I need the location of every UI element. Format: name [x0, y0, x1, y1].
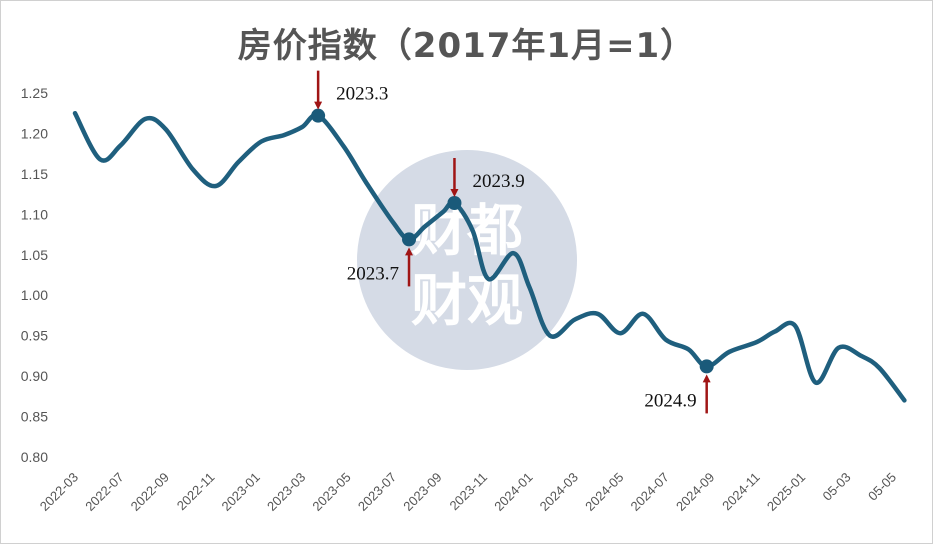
annotations-layer: 2023.3 2023.7 2023.9 2024.9 [311, 70, 714, 414]
highlight-marker [402, 232, 417, 247]
y-axis: 0.80 0.85 0.90 0.95 1.00 1.05 1.10 1.15 1.20 1.25 [21, 85, 48, 465]
x-tick-label: 05-03 [820, 470, 854, 504]
x-tick-label: 2024-09 [673, 470, 717, 514]
watermark-line2: 财观 [411, 269, 523, 334]
y-tick-label: 1.25 [21, 85, 48, 101]
y-tick-label: 1.00 [21, 287, 48, 303]
chart-title: 房价指数（2017年1月=1） [237, 26, 696, 66]
x-tick-label: 2023-05 [309, 470, 353, 514]
series-layer [72, 110, 907, 403]
x-tick-label: 2025-01 [764, 470, 808, 514]
x-tick-label: 2023-03 [264, 470, 308, 514]
y-tick-label: 1.20 [21, 125, 48, 141]
x-tick-label: 2023-09 [400, 470, 444, 514]
y-tick-label: 0.95 [21, 328, 48, 344]
x-tick-label: 2022-03 [37, 470, 81, 514]
y-tick-label: 0.90 [21, 368, 48, 384]
x-tick-label: 2023-01 [219, 470, 263, 514]
watermark-circle [357, 150, 577, 370]
x-tick-label: 2024-01 [491, 470, 535, 514]
highlight-marker [447, 196, 462, 211]
y-tick-label: 0.80 [21, 449, 48, 465]
y-tick-label: 1.10 [21, 206, 48, 222]
x-tick-label: 2024-07 [628, 470, 672, 514]
watermark: 财都 财观 [357, 150, 577, 370]
y-tick-label: 1.05 [21, 247, 48, 263]
x-tick-label: 2022-11 [174, 470, 218, 514]
x-tick-label: 2024-11 [719, 470, 763, 514]
x-tick-label: 05-05 [865, 470, 899, 504]
y-tick-label: 0.85 [21, 409, 48, 425]
annotation-label: 2023.3 [336, 84, 388, 105]
y-tick-label: 1.15 [21, 166, 48, 182]
highlight-marker [699, 359, 714, 374]
series-line [72, 110, 907, 403]
x-tick-label: 2023-11 [446, 470, 490, 514]
x-tick-label: 2024-03 [537, 470, 581, 514]
annotation-label: 2023.7 [347, 263, 399, 284]
highlight-marker [311, 108, 326, 123]
watermark-line1: 财都 [411, 199, 523, 264]
x-axis: 2022-03 2022-07 2022-09 2022-11 2023-01 2023-… [37, 470, 899, 514]
x-tick-label: 2022-07 [82, 470, 126, 514]
annotation-label: 2023.9 [472, 171, 524, 192]
annotation-label: 2024.9 [644, 390, 696, 411]
x-tick-label: 2023-07 [355, 470, 399, 514]
x-tick-label: 2024-05 [582, 470, 626, 514]
x-tick-label: 2022-09 [128, 470, 172, 514]
